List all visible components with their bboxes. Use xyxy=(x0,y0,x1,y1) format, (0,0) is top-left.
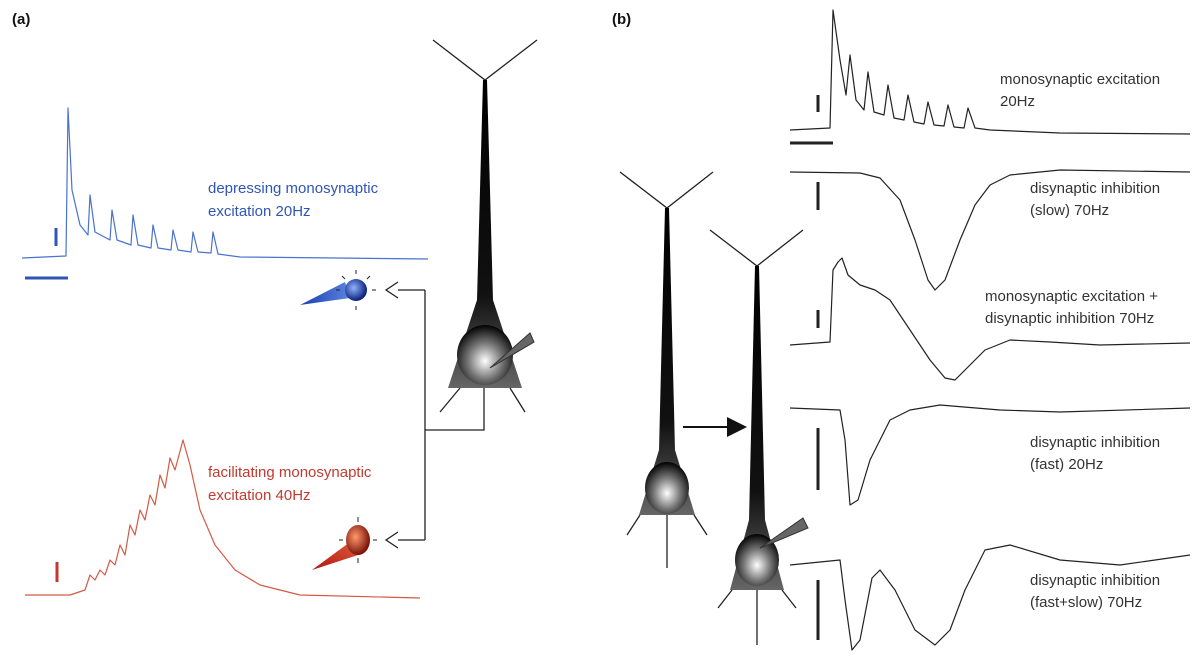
traces-b xyxy=(790,10,1190,650)
panel-label: (a) xyxy=(12,11,30,28)
trace-label: disynaptic inhibition xyxy=(1030,434,1160,451)
red-interneuron xyxy=(312,517,377,570)
trace-label: excitation 40Hz xyxy=(208,487,311,504)
trace-label: monosynaptic excitation xyxy=(1000,71,1160,88)
trace-label: excitation 20Hz xyxy=(208,203,311,220)
pyramidal-neuron xyxy=(620,172,713,568)
trace-label: disynaptic inhibition xyxy=(1030,180,1160,197)
pyramidal-neuron xyxy=(710,230,808,645)
trace-label: (fast+slow) 70Hz xyxy=(1030,594,1142,611)
trace-label: depressing monosynaptic xyxy=(208,180,379,197)
trace-label: (fast) 20Hz xyxy=(1030,456,1103,473)
trace-label: disynaptic inhibition xyxy=(1030,572,1160,589)
pyramidal-neuron xyxy=(433,40,537,412)
figure: (a) depressing monosynaptic excitation 2… xyxy=(0,0,1200,664)
trace-label: 20Hz xyxy=(1000,93,1035,110)
trace-label: (slow) 70Hz xyxy=(1030,202,1109,219)
trace-label: facilitating monosynaptic xyxy=(208,464,372,481)
trace-label: disynaptic inhibition 70Hz xyxy=(985,310,1154,327)
panel-label: (b) xyxy=(612,11,631,28)
connections xyxy=(386,282,484,548)
trace-label: monosynaptic excitation + xyxy=(985,288,1158,305)
blue-interneuron xyxy=(300,270,376,310)
